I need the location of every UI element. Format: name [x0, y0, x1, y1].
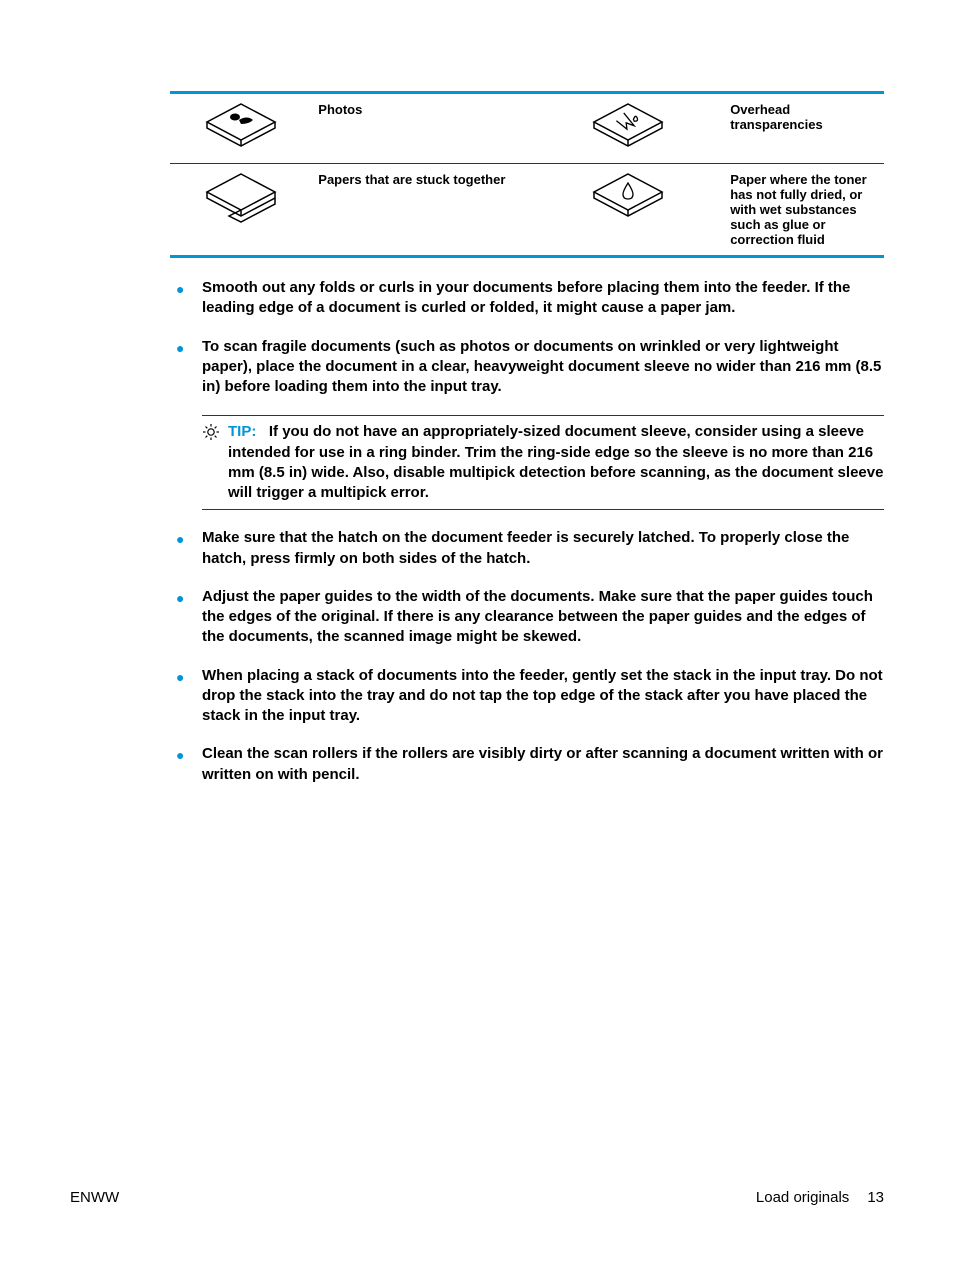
- table-row: Papers that are stuck together Paper whe…: [170, 164, 884, 257]
- label-photos: Photos: [318, 93, 532, 164]
- photo-doc-icon: [201, 102, 281, 155]
- label-wet: Paper where the toner has not fully drie…: [730, 164, 884, 257]
- bullet-marker: ●: [170, 744, 202, 785]
- bullet-marker: ●: [170, 587, 202, 648]
- bullet-text: When placing a stack of documents into t…: [202, 666, 884, 727]
- list-item: ● Adjust the paper guides to the width o…: [170, 587, 884, 648]
- stuck-papers-icon: [201, 172, 281, 230]
- bullet-marker: ●: [170, 666, 202, 727]
- bullet-text: Clean the scan rollers if the rollers ar…: [202, 744, 884, 785]
- footer-section-title: Load originals: [756, 1189, 849, 1206]
- bullet-list: ● Smooth out any folds or curls in your …: [170, 278, 884, 785]
- wet-doc-icon: [588, 172, 668, 225]
- page-footer: ENWW Load originals 13: [70, 1189, 884, 1206]
- bullet-text: Adjust the paper guides to the width of …: [202, 587, 884, 648]
- bullet-marker: ●: [170, 278, 202, 319]
- media-types-table: Photos Overhead transparencies: [170, 91, 884, 258]
- icon-cell-stuck: [170, 164, 318, 257]
- bullet-text: To scan fragile documents (such as photo…: [202, 337, 884, 398]
- tip-icon: [202, 422, 228, 503]
- bullet-text: Smooth out any folds or curls in your do…: [202, 278, 884, 319]
- icon-cell-photo: [170, 93, 318, 164]
- bullet-marker: ●: [170, 528, 202, 569]
- tip-body: TIP: If you do not have an appropriately…: [228, 422, 884, 503]
- list-item: ● To scan fragile documents (such as pho…: [170, 337, 884, 398]
- table-row: Photos Overhead transparencies: [170, 93, 884, 164]
- list-item: ● When placing a stack of documents into…: [170, 666, 884, 727]
- footer-page-number: 13: [867, 1189, 884, 1206]
- page-content: Photos Overhead transparencies: [170, 91, 884, 803]
- bullet-marker: ●: [170, 337, 202, 398]
- label-stuck: Papers that are stuck together: [318, 164, 532, 257]
- tip-message: If you do not have an appropriately-size…: [228, 423, 883, 501]
- bullet-text: Make sure that the hatch on the document…: [202, 528, 884, 569]
- icon-cell-transparency: [532, 93, 730, 164]
- label-transparency: Overhead transparencies: [730, 93, 884, 164]
- footer-right: Load originals 13: [756, 1189, 884, 1206]
- list-item: ● Make sure that the hatch on the docume…: [170, 528, 884, 569]
- footer-left: ENWW: [70, 1189, 119, 1206]
- transparency-doc-icon: [588, 102, 668, 155]
- tip-label: TIP:: [228, 423, 256, 440]
- tip-callout: TIP: If you do not have an appropriately…: [202, 415, 884, 510]
- list-item: ● Clean the scan rollers if the rollers …: [170, 744, 884, 785]
- icon-cell-wet: [532, 164, 730, 257]
- list-item: ● Smooth out any folds or curls in your …: [170, 278, 884, 319]
